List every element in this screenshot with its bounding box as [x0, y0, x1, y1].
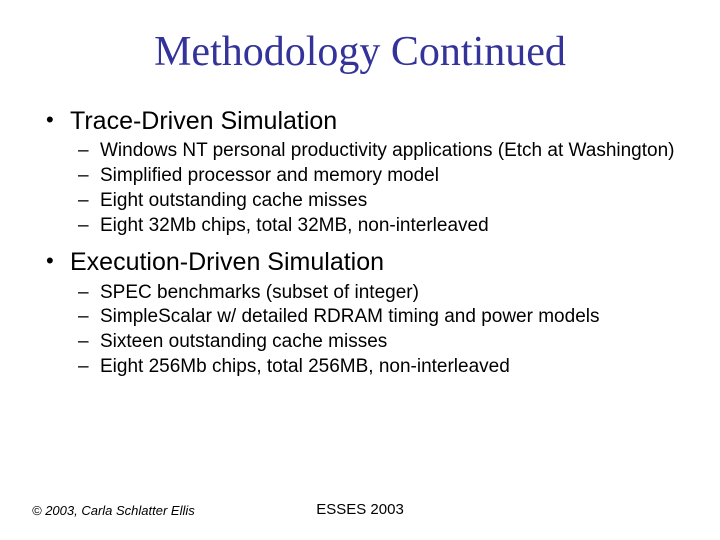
list-item: Simplified processor and memory model — [40, 164, 680, 188]
section-heading-2: Execution-Driven Simulation — [40, 247, 680, 278]
slide-body: Trace-Driven Simulation Windows NT perso… — [0, 86, 720, 379]
slide: Methodology Continued Trace-Driven Simul… — [0, 0, 720, 540]
footer-conference: ESSES 2003 — [0, 501, 720, 518]
list-item: Eight 32Mb chips, total 32MB, non-interl… — [40, 214, 680, 238]
slide-title: Methodology Continued — [0, 0, 720, 86]
list-item: SimpleScalar w/ detailed RDRAM timing an… — [40, 305, 680, 329]
list-item: Eight 256Mb chips, total 256MB, non-inte… — [40, 355, 680, 379]
list-item: Eight outstanding cache misses — [40, 189, 680, 213]
section-1-items: Windows NT personal productivity applica… — [40, 139, 680, 237]
list-item: Sixteen outstanding cache misses — [40, 330, 680, 354]
list-item: SPEC benchmarks (subset of integer) — [40, 281, 680, 305]
list-item: Windows NT personal productivity applica… — [40, 139, 680, 163]
bullet-list: Trace-Driven Simulation Windows NT perso… — [40, 106, 680, 379]
section-heading-1: Trace-Driven Simulation — [40, 106, 680, 137]
section-2-items: SPEC benchmarks (subset of integer) Simp… — [40, 281, 680, 379]
